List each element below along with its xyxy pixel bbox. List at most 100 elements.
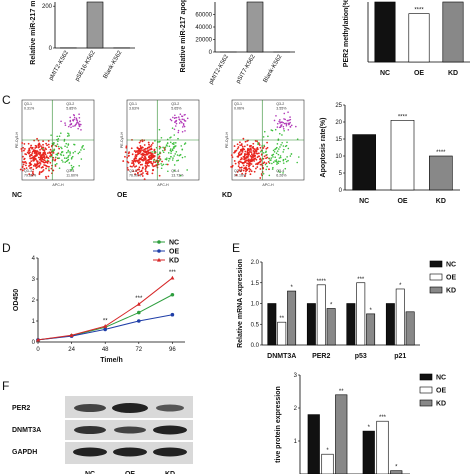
event	[139, 170, 142, 173]
event	[144, 164, 147, 167]
event	[47, 157, 50, 159]
event	[131, 153, 134, 156]
event	[263, 130, 266, 133]
event	[265, 168, 268, 171]
y-tick-label: 0	[209, 50, 213, 56]
bar	[366, 313, 376, 346]
event	[179, 174, 182, 177]
event	[242, 164, 245, 167]
event	[252, 142, 255, 145]
event	[75, 117, 78, 120]
flow-y-label: PE-Cy5-H	[120, 132, 124, 149]
significance: ****	[398, 114, 408, 120]
event	[246, 168, 249, 171]
event	[238, 166, 241, 169]
event	[32, 164, 35, 167]
event	[78, 165, 80, 167]
event	[77, 152, 80, 155]
event	[127, 155, 130, 157]
event	[70, 122, 73, 125]
event	[39, 155, 42, 158]
event	[246, 151, 249, 154]
event	[184, 120, 187, 122]
event	[143, 148, 146, 151]
event	[160, 163, 162, 165]
event	[134, 156, 137, 158]
event	[79, 123, 82, 126]
event	[178, 119, 181, 121]
band	[74, 426, 106, 434]
event	[42, 140, 45, 142]
event	[58, 147, 61, 150]
quadrant-name: Q3-3	[24, 169, 32, 173]
event	[186, 117, 189, 120]
event	[64, 161, 66, 164]
event	[141, 152, 144, 155]
event	[259, 146, 262, 149]
event	[140, 158, 143, 161]
event	[233, 145, 236, 147]
y-axis-label: OD450	[13, 289, 20, 311]
event	[148, 155, 150, 158]
quadrant-name: Q3-2	[171, 102, 179, 106]
event	[138, 168, 140, 171]
event	[259, 160, 262, 163]
event	[179, 153, 182, 156]
legend-swatch	[429, 260, 443, 268]
bar	[287, 290, 297, 346]
event	[243, 156, 246, 159]
event	[150, 158, 153, 160]
y-tick-label: 2	[294, 406, 298, 412]
event	[162, 146, 164, 149]
event	[146, 147, 149, 150]
legend-label: KD	[446, 288, 456, 295]
event	[61, 151, 64, 153]
x-tick-label: OE	[397, 198, 407, 205]
event	[237, 165, 240, 168]
event	[21, 166, 24, 169]
event	[236, 143, 239, 146]
event	[268, 157, 270, 160]
y-axis-label: tive protein expression	[275, 386, 282, 463]
event	[72, 119, 75, 122]
event	[295, 125, 297, 128]
event	[275, 115, 277, 117]
event	[55, 153, 58, 156]
event	[54, 159, 56, 162]
event	[28, 162, 31, 164]
event	[27, 152, 30, 155]
event	[283, 112, 286, 115]
event	[248, 170, 251, 173]
event	[151, 151, 153, 153]
event	[49, 161, 52, 164]
lane-label: OE	[125, 471, 135, 474]
event	[183, 114, 186, 116]
event	[236, 147, 239, 150]
event	[237, 146, 240, 148]
significance: ****	[414, 8, 424, 14]
event	[244, 160, 247, 162]
event	[50, 134, 52, 136]
event	[289, 121, 291, 124]
bar	[86, 1, 104, 49]
event	[289, 155, 292, 157]
event	[167, 152, 170, 154]
band	[113, 447, 147, 457]
event	[136, 153, 139, 156]
significance: *	[330, 302, 333, 308]
event	[61, 159, 63, 162]
bar	[267, 303, 277, 346]
flow-label: NC	[12, 192, 22, 199]
event	[272, 149, 275, 152]
significance: *	[395, 465, 398, 471]
event	[251, 154, 254, 157]
event	[142, 172, 144, 174]
event	[57, 145, 60, 148]
event	[72, 152, 75, 154]
band	[74, 404, 106, 412]
event	[39, 162, 42, 165]
y-tick-label: 2.0	[251, 260, 260, 266]
panel-letter: E	[232, 241, 240, 255]
event	[129, 165, 132, 168]
event	[57, 137, 60, 140]
